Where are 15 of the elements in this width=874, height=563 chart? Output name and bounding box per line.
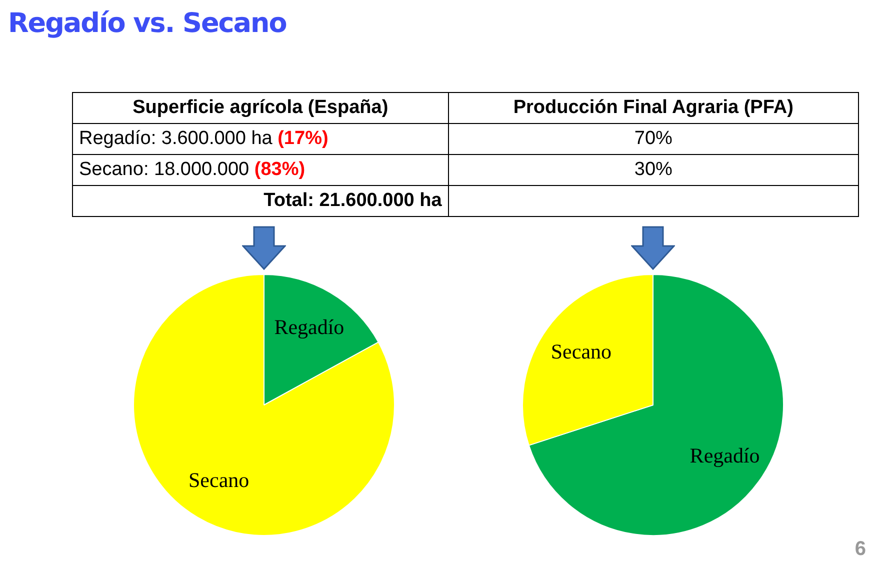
slice-label: Secano (550, 339, 612, 364)
text: Superficie agrícola (España) (72, 92, 448, 124)
text: Regadío vs. Secano (8, 8, 286, 39)
text: (17%) (278, 128, 328, 149)
slice-label: Secano (188, 468, 250, 492)
text: Total: 21.600.000 ha (72, 186, 448, 216)
slice-label: Regadío (274, 315, 344, 340)
text: 70% (448, 124, 858, 154)
text: Regadío: 3.600.000 ha (79, 128, 274, 149)
text: (83%) (254, 159, 306, 180)
slice-label: Regadío (690, 444, 760, 468)
text: Producción Final Agraria (PFA) (448, 92, 858, 124)
text: Secano: 18.000.000 (79, 159, 250, 180)
text: 30% (448, 154, 858, 186)
text: 6 (854, 538, 866, 561)
